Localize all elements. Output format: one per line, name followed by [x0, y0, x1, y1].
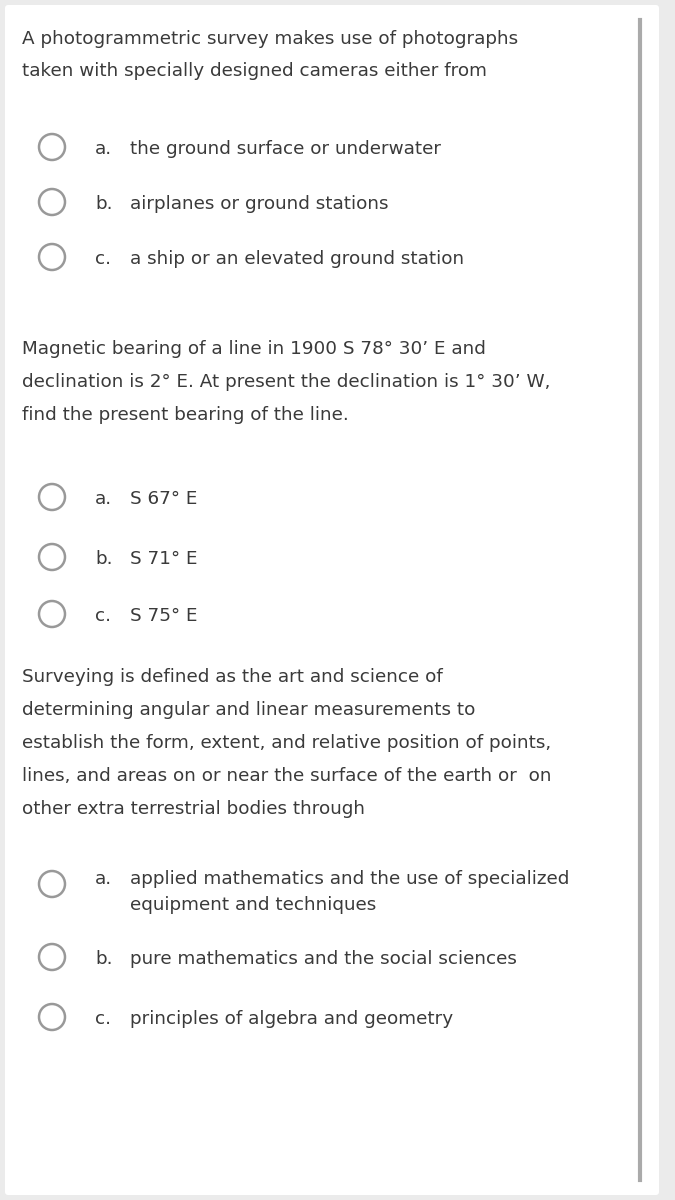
Text: b.: b. — [95, 550, 113, 568]
Text: S 75° E: S 75° E — [130, 607, 198, 625]
Text: Magnetic bearing of a line in 1900 S 78° 30’ E and: Magnetic bearing of a line in 1900 S 78°… — [22, 340, 486, 358]
Text: taken with specially designed cameras either from: taken with specially designed cameras ei… — [22, 62, 487, 80]
Text: the ground surface or underwater: the ground surface or underwater — [130, 140, 441, 158]
Text: b.: b. — [95, 194, 113, 214]
Text: a.: a. — [95, 140, 112, 158]
Text: other extra terrestrial bodies through: other extra terrestrial bodies through — [22, 800, 365, 818]
Text: establish the form, extent, and relative position of points,: establish the form, extent, and relative… — [22, 734, 551, 752]
Text: a.: a. — [95, 870, 112, 888]
Text: c.: c. — [95, 607, 111, 625]
Text: airplanes or ground stations: airplanes or ground stations — [130, 194, 389, 214]
Text: applied mathematics and the use of specialized
equipment and techniques: applied mathematics and the use of speci… — [130, 870, 570, 914]
Text: S 67° E: S 67° E — [130, 490, 197, 508]
Text: S 71° E: S 71° E — [130, 550, 198, 568]
Text: a.: a. — [95, 490, 112, 508]
Text: lines, and areas on or near the surface of the earth or  on: lines, and areas on or near the surface … — [22, 767, 551, 785]
Text: c.: c. — [95, 250, 111, 268]
FancyBboxPatch shape — [5, 5, 659, 1195]
Text: pure mathematics and the social sciences: pure mathematics and the social sciences — [130, 950, 517, 968]
Text: c.: c. — [95, 1010, 111, 1028]
Text: A photogrammetric survey makes use of photographs: A photogrammetric survey makes use of ph… — [22, 30, 518, 48]
Text: declination is 2° E. At present the declination is 1° 30’ W,: declination is 2° E. At present the decl… — [22, 373, 550, 391]
Text: b.: b. — [95, 950, 113, 968]
Text: determining angular and linear measurements to: determining angular and linear measureme… — [22, 701, 475, 719]
Text: find the present bearing of the line.: find the present bearing of the line. — [22, 406, 349, 424]
Text: Surveying is defined as the art and science of: Surveying is defined as the art and scie… — [22, 668, 443, 686]
Text: principles of algebra and geometry: principles of algebra and geometry — [130, 1010, 453, 1028]
Text: a ship or an elevated ground station: a ship or an elevated ground station — [130, 250, 464, 268]
